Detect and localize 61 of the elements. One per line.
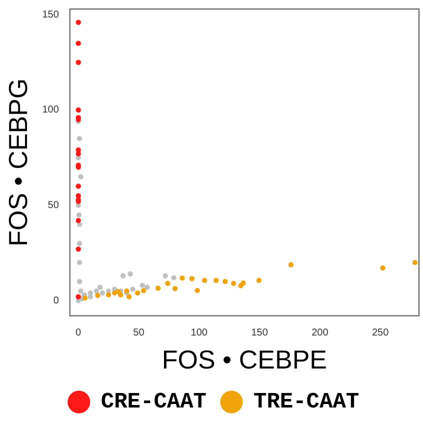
point <box>118 292 124 298</box>
point <box>76 294 81 300</box>
x-tick-label: 150 <box>251 328 268 339</box>
point <box>76 246 81 252</box>
point <box>155 286 161 291</box>
point <box>288 262 294 268</box>
point <box>100 290 106 296</box>
point <box>88 294 94 300</box>
point <box>171 275 176 280</box>
point <box>189 276 194 282</box>
y-tick-label: 0 <box>53 295 60 306</box>
point <box>144 284 150 290</box>
point <box>140 282 145 288</box>
point <box>126 294 132 300</box>
point <box>94 288 100 294</box>
point <box>222 278 228 284</box>
y-axis-title: FOS • CEBPG <box>2 78 33 246</box>
point <box>76 260 82 266</box>
point <box>172 286 178 292</box>
legend-label: TRE-CAAT <box>254 390 360 415</box>
point <box>213 278 219 283</box>
point <box>76 107 81 113</box>
point <box>76 20 81 25</box>
point <box>134 290 140 296</box>
x-tick-label: 0 <box>76 328 82 339</box>
point <box>180 275 185 281</box>
point <box>194 288 200 294</box>
point <box>240 280 246 286</box>
legend-label: CRE-CAAT <box>100 390 207 415</box>
point <box>128 271 133 276</box>
point <box>76 240 82 246</box>
point <box>120 273 126 278</box>
point <box>97 284 103 290</box>
x-tick-label: 100 <box>190 328 208 339</box>
point <box>202 278 208 283</box>
point <box>162 273 168 278</box>
point <box>130 286 136 292</box>
y-tick-label: 100 <box>42 104 60 116</box>
point <box>230 280 236 286</box>
point <box>76 40 81 46</box>
point <box>380 265 386 271</box>
point <box>78 288 84 294</box>
x-tick-label: 50 <box>133 328 145 339</box>
point <box>412 260 418 266</box>
point <box>82 295 88 301</box>
x-tick-label: 200 <box>312 328 329 339</box>
point <box>165 280 170 286</box>
point <box>76 136 82 142</box>
point <box>76 218 81 224</box>
x-tick-label: 250 <box>372 328 390 339</box>
point <box>106 292 112 298</box>
point <box>78 174 84 180</box>
point <box>256 278 262 283</box>
point <box>76 212 82 218</box>
point <box>76 60 81 65</box>
point <box>76 278 82 284</box>
y-tick-label: 150 <box>42 9 60 20</box>
x-axis-title: FOS • CEBPE <box>162 344 328 375</box>
point <box>140 288 146 294</box>
point <box>95 292 100 298</box>
y-tick-label: 50 <box>48 200 60 212</box>
